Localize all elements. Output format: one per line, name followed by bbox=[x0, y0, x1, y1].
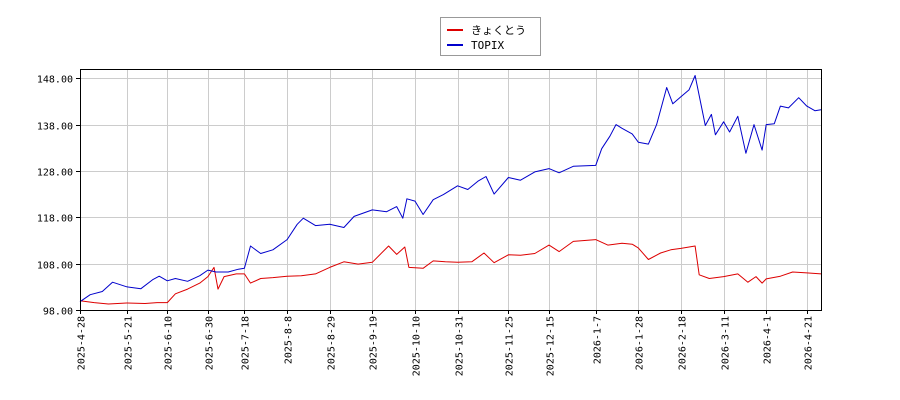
x-tick-label: 2025-8-8 bbox=[284, 316, 295, 364]
x-tick-label: 2025-12-15 bbox=[546, 316, 557, 376]
y-tick-label: 138.00 bbox=[37, 122, 73, 133]
x-tick-label: 2026-4-21 bbox=[804, 316, 815, 370]
x-tick-label: 2025-11-25 bbox=[505, 316, 516, 376]
x-tick-label: 2026-4-1 bbox=[763, 316, 774, 364]
x-axis: 2025-4-28 2025-5-21 2025-6-10 2025-6-30 2025… bbox=[77, 310, 815, 376]
y-axis: 98.00 108.00 118.00 128.00 138.00 148.00 bbox=[37, 75, 80, 318]
x-tick-label: 2025-6-10 bbox=[164, 316, 175, 370]
grid bbox=[80, 69, 821, 311]
series-line-kyokuto bbox=[79, 239, 822, 305]
y-tick-label: 118.00 bbox=[37, 214, 73, 225]
x-tick-label: 2025-5-21 bbox=[124, 316, 135, 370]
y-tick-label: 108.00 bbox=[37, 261, 73, 272]
x-tick-label: 2025-7-18 bbox=[241, 316, 252, 370]
plot-frame bbox=[80, 69, 822, 311]
x-tick-label: 2025-8-29 bbox=[327, 316, 338, 370]
legend-label: TOPIX bbox=[471, 39, 504, 52]
x-tick-label: 2026-1-28 bbox=[635, 316, 646, 370]
x-tick-label: 2026-1-7 bbox=[593, 316, 604, 364]
series-layer bbox=[79, 75, 822, 305]
plot-area bbox=[80, 69, 821, 310]
y-tick-label: 98.00 bbox=[43, 307, 73, 318]
x-tick-label: 2025-10-31 bbox=[455, 316, 466, 376]
x-tick-label: 2025-4-28 bbox=[77, 316, 88, 370]
x-tick-label: 2025-10-10 bbox=[412, 316, 423, 376]
legend-label: きょくとう bbox=[471, 24, 526, 37]
x-tick-label: 2025-9-19 bbox=[369, 316, 380, 370]
series-line-topix bbox=[79, 75, 822, 303]
x-tick-label: 2026-2-18 bbox=[678, 316, 689, 370]
x-tick-label: 2025-6-30 bbox=[205, 316, 216, 370]
x-tick-label: 2026-3-11 bbox=[721, 316, 732, 370]
legend: きょくとう TOPIX bbox=[440, 17, 541, 56]
y-tick-label: 128.00 bbox=[37, 168, 73, 179]
legend-box bbox=[440, 17, 541, 56]
y-tick-label: 148.00 bbox=[37, 75, 73, 86]
